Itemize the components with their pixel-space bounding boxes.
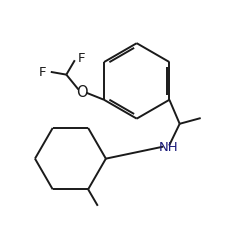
Text: F: F — [78, 52, 85, 65]
Text: NH: NH — [158, 141, 177, 153]
Text: F: F — [38, 66, 46, 79]
Text: O: O — [76, 84, 88, 99]
